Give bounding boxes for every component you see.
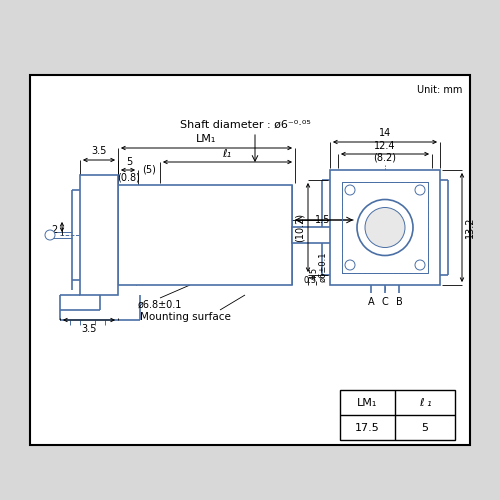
Text: 14: 14 (379, 128, 391, 138)
Text: ℓ₁: ℓ₁ (222, 149, 232, 159)
Text: ø6±0.1: ø6±0.1 (318, 252, 327, 282)
Text: 0.5: 0.5 (304, 276, 317, 285)
Text: 3.5: 3.5 (82, 324, 96, 334)
Text: (0.8): (0.8) (118, 172, 141, 182)
Text: 12.4: 12.4 (374, 141, 396, 151)
Text: 4.5: 4.5 (310, 267, 319, 280)
Bar (80, 175, 118, 295)
Circle shape (365, 208, 405, 248)
Bar (340, 390, 455, 440)
Bar (342, 182, 428, 273)
Text: C: C (382, 297, 388, 307)
Text: ℓ ₁: ℓ ₁ (418, 398, 432, 408)
Text: LM₁: LM₁ (357, 398, 377, 408)
Text: (8.2): (8.2) (374, 152, 396, 162)
Text: 5: 5 (126, 157, 132, 167)
Circle shape (45, 230, 55, 240)
Text: 17.5: 17.5 (354, 423, 380, 433)
Text: 5: 5 (422, 423, 428, 433)
Bar (330, 170, 440, 285)
Circle shape (345, 185, 355, 195)
Circle shape (357, 200, 413, 256)
Text: 1.5: 1.5 (315, 215, 330, 225)
Bar (30, 75, 470, 445)
Text: Mounting surface: Mounting surface (140, 312, 230, 322)
Text: Unit: mm: Unit: mm (416, 85, 462, 95)
Text: 3.5: 3.5 (92, 146, 106, 156)
Text: ø6.8±0.1: ø6.8±0.1 (138, 300, 182, 310)
Text: A: A (368, 297, 374, 307)
Circle shape (415, 260, 425, 270)
Bar (342, 182, 428, 273)
Text: (5): (5) (142, 165, 156, 175)
Text: 13.2: 13.2 (465, 217, 475, 238)
Bar (118, 185, 292, 285)
Text: LM₁: LM₁ (196, 134, 216, 144)
Text: 2: 2 (51, 225, 57, 235)
Text: Shaft diameter : ø6⁻⁰·⁰⁵: Shaft diameter : ø6⁻⁰·⁰⁵ (180, 120, 310, 130)
Text: (10.2): (10.2) (295, 213, 305, 242)
Circle shape (415, 185, 425, 195)
Bar (292, 227, 355, 243)
Text: B: B (396, 297, 402, 307)
Circle shape (345, 260, 355, 270)
